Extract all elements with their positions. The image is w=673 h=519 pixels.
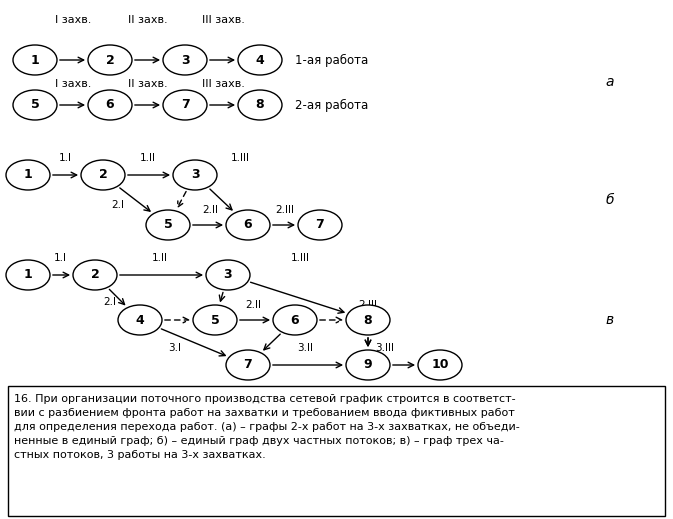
Ellipse shape bbox=[418, 350, 462, 380]
Text: 5: 5 bbox=[211, 313, 219, 326]
Text: 8: 8 bbox=[363, 313, 372, 326]
Text: 1.II: 1.II bbox=[140, 153, 156, 163]
Ellipse shape bbox=[226, 210, 270, 240]
Text: 6: 6 bbox=[106, 99, 114, 112]
Bar bbox=[8, 386, 665, 516]
Text: 1.I: 1.I bbox=[53, 253, 67, 263]
Ellipse shape bbox=[81, 160, 125, 190]
Text: 10: 10 bbox=[431, 359, 449, 372]
Text: 2: 2 bbox=[99, 169, 108, 182]
Ellipse shape bbox=[13, 45, 57, 75]
Text: 4: 4 bbox=[256, 53, 264, 66]
Text: 1: 1 bbox=[24, 169, 32, 182]
Text: 1.II: 1.II bbox=[152, 253, 168, 263]
Text: 2: 2 bbox=[106, 53, 114, 66]
Ellipse shape bbox=[226, 350, 270, 380]
Ellipse shape bbox=[6, 160, 50, 190]
Ellipse shape bbox=[88, 90, 132, 120]
Text: III захв.: III захв. bbox=[201, 79, 244, 89]
Text: II захв.: II захв. bbox=[128, 15, 168, 25]
Text: 7: 7 bbox=[180, 99, 189, 112]
Ellipse shape bbox=[346, 305, 390, 335]
Text: I захв.: I захв. bbox=[55, 15, 91, 25]
Ellipse shape bbox=[73, 260, 117, 290]
Ellipse shape bbox=[206, 260, 250, 290]
Text: 2.I: 2.I bbox=[104, 297, 116, 307]
Ellipse shape bbox=[6, 260, 50, 290]
Ellipse shape bbox=[273, 305, 317, 335]
Text: 1-ая работа: 1-ая работа bbox=[295, 53, 368, 66]
Ellipse shape bbox=[238, 90, 282, 120]
Text: 8: 8 bbox=[256, 99, 264, 112]
Text: 4: 4 bbox=[136, 313, 145, 326]
Ellipse shape bbox=[173, 160, 217, 190]
Ellipse shape bbox=[118, 305, 162, 335]
Text: 3.III: 3.III bbox=[376, 343, 394, 353]
Text: 3: 3 bbox=[190, 169, 199, 182]
Text: 3.I: 3.I bbox=[168, 343, 182, 353]
Text: 7: 7 bbox=[244, 359, 252, 372]
Text: II захв.: II захв. bbox=[128, 79, 168, 89]
Text: 3: 3 bbox=[180, 53, 189, 66]
Ellipse shape bbox=[88, 45, 132, 75]
Text: 1: 1 bbox=[24, 268, 32, 281]
Text: 2.III: 2.III bbox=[359, 300, 378, 310]
Text: 1.III: 1.III bbox=[291, 253, 310, 263]
Ellipse shape bbox=[163, 45, 207, 75]
Text: 1.I: 1.I bbox=[59, 153, 71, 163]
Text: 2.II: 2.II bbox=[245, 300, 261, 310]
Text: 16. При организации поточного производства сетевой график строится в соответст-
: 16. При организации поточного производст… bbox=[14, 394, 520, 460]
Text: 1.III: 1.III bbox=[230, 153, 250, 163]
Text: 2-ая работа: 2-ая работа bbox=[295, 99, 368, 112]
Text: 6: 6 bbox=[244, 218, 252, 231]
Text: в: в bbox=[606, 313, 614, 327]
Text: 2: 2 bbox=[91, 268, 100, 281]
Text: б: б bbox=[606, 193, 614, 207]
Text: 2.II: 2.II bbox=[202, 205, 218, 215]
Text: 2.I: 2.I bbox=[112, 200, 125, 210]
Ellipse shape bbox=[163, 90, 207, 120]
Text: 6: 6 bbox=[291, 313, 299, 326]
Ellipse shape bbox=[13, 90, 57, 120]
Text: 3: 3 bbox=[223, 268, 232, 281]
Ellipse shape bbox=[193, 305, 237, 335]
Text: 2.III: 2.III bbox=[275, 205, 295, 215]
Ellipse shape bbox=[298, 210, 342, 240]
Text: 5: 5 bbox=[164, 218, 172, 231]
Text: 9: 9 bbox=[363, 359, 372, 372]
Text: I захв.: I захв. bbox=[55, 79, 91, 89]
Text: 3.II: 3.II bbox=[297, 343, 313, 353]
Ellipse shape bbox=[146, 210, 190, 240]
Ellipse shape bbox=[346, 350, 390, 380]
Text: III захв.: III захв. bbox=[201, 15, 244, 25]
Ellipse shape bbox=[238, 45, 282, 75]
Text: 7: 7 bbox=[316, 218, 324, 231]
Text: а: а bbox=[606, 75, 614, 89]
Text: 5: 5 bbox=[31, 99, 40, 112]
Text: 1: 1 bbox=[31, 53, 40, 66]
